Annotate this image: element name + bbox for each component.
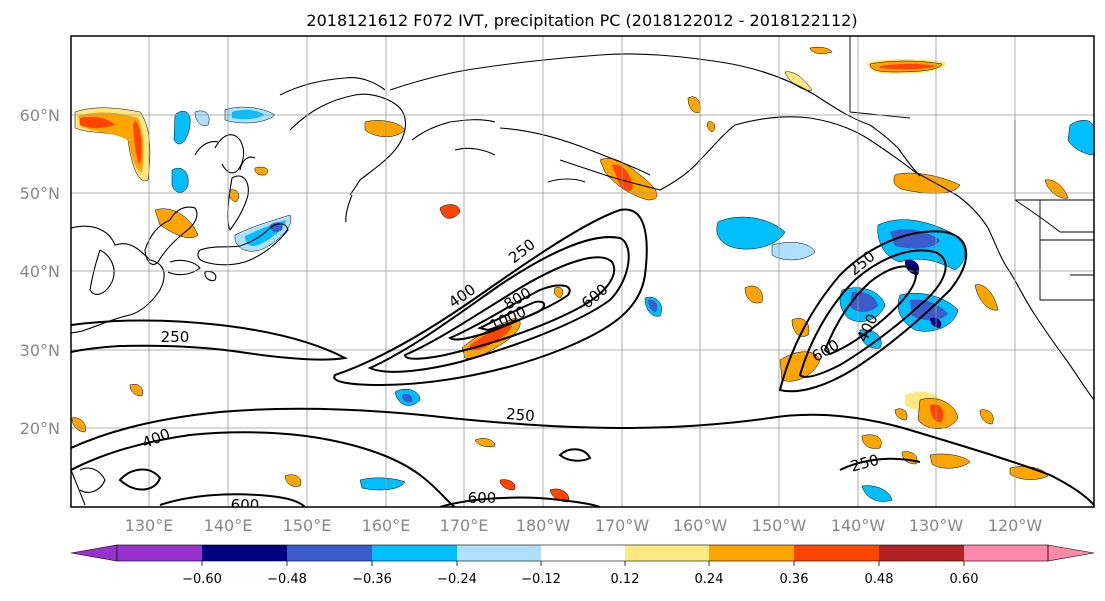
- colorbar-swatch: [964, 545, 1048, 561]
- colorbar-tick: −0.24: [437, 572, 477, 587]
- colorbar-tick: 0.12: [611, 572, 640, 587]
- colorbar-swatch: [457, 545, 541, 561]
- lon-label: 180°W: [516, 516, 571, 535]
- colorbar: −0.60 −0.48 −0.36 −0.24 −0.12 0.12 0.24 …: [70, 544, 1095, 587]
- lat-label: 20°N: [20, 419, 60, 438]
- lon-label: 150°W: [752, 516, 807, 535]
- colorbar-swatch: [117, 545, 202, 561]
- colorbar-swatch: [879, 545, 964, 561]
- colorbar-swatch: [709, 545, 794, 561]
- colorbar-swatch: [287, 545, 372, 561]
- colorbar-tick: 0.60: [950, 572, 979, 587]
- map-frame: [70, 35, 1095, 508]
- lat-label: 50°N: [20, 184, 60, 203]
- lat-label: 30°N: [20, 341, 60, 360]
- colorbar-swatch: [372, 545, 457, 561]
- lat-labels: 60°N 50°N 40°N 30°N 20°N: [20, 106, 60, 438]
- colorbar-tick: 0.48: [865, 572, 894, 587]
- colorbar-tick: −0.60: [182, 572, 222, 587]
- coastlines: [71, 53, 1094, 506]
- colorbar-swatch: [794, 545, 879, 561]
- colorbar-swatch: [625, 545, 709, 561]
- map-title: 2018121612 F072 IVT, precipitation PC (2…: [306, 11, 857, 30]
- lon-label: 160°E: [362, 516, 411, 535]
- lat-label: 60°N: [20, 106, 60, 125]
- contour-label: 250: [161, 328, 190, 346]
- colorbar-tick: −0.12: [521, 572, 561, 587]
- lon-label: 140°W: [831, 516, 886, 535]
- contour-label: 600: [468, 489, 497, 507]
- lon-label: 170°E: [440, 516, 489, 535]
- lon-label: 140°E: [204, 516, 253, 535]
- colorbar-tick: 0.36: [780, 572, 809, 587]
- colorbar-tick: −0.36: [352, 572, 392, 587]
- colorbar-swatch: [541, 545, 625, 561]
- colorbar-extend-high: [1047, 544, 1095, 562]
- colorbar-tick: −0.48: [267, 572, 307, 587]
- lon-labels: 130°E 140°E 150°E 160°E 170°E 180°W 170°…: [125, 516, 1043, 535]
- ivt-contours: [71, 208, 1094, 507]
- colorbar-extend-low: [70, 544, 118, 562]
- colorbar-swatch: [202, 545, 287, 561]
- contour-labels: 250 400 600 800 1000 250 400 600 250 250…: [139, 235, 881, 514]
- lon-label: 130°W: [909, 516, 964, 535]
- lon-label: 150°E: [283, 516, 332, 535]
- contour-label: 250: [505, 405, 535, 425]
- lat-label: 40°N: [20, 262, 60, 281]
- map-area: 250 400 600 800 1000 250 400 600 250 250…: [71, 36, 1094, 514]
- lon-label: 130°E: [125, 516, 174, 535]
- contour-label: 600: [231, 496, 260, 514]
- lon-label: 160°W: [673, 516, 728, 535]
- colorbar-tick: 0.24: [695, 572, 724, 587]
- lon-label: 170°W: [595, 516, 650, 535]
- lon-label: 120°W: [988, 516, 1043, 535]
